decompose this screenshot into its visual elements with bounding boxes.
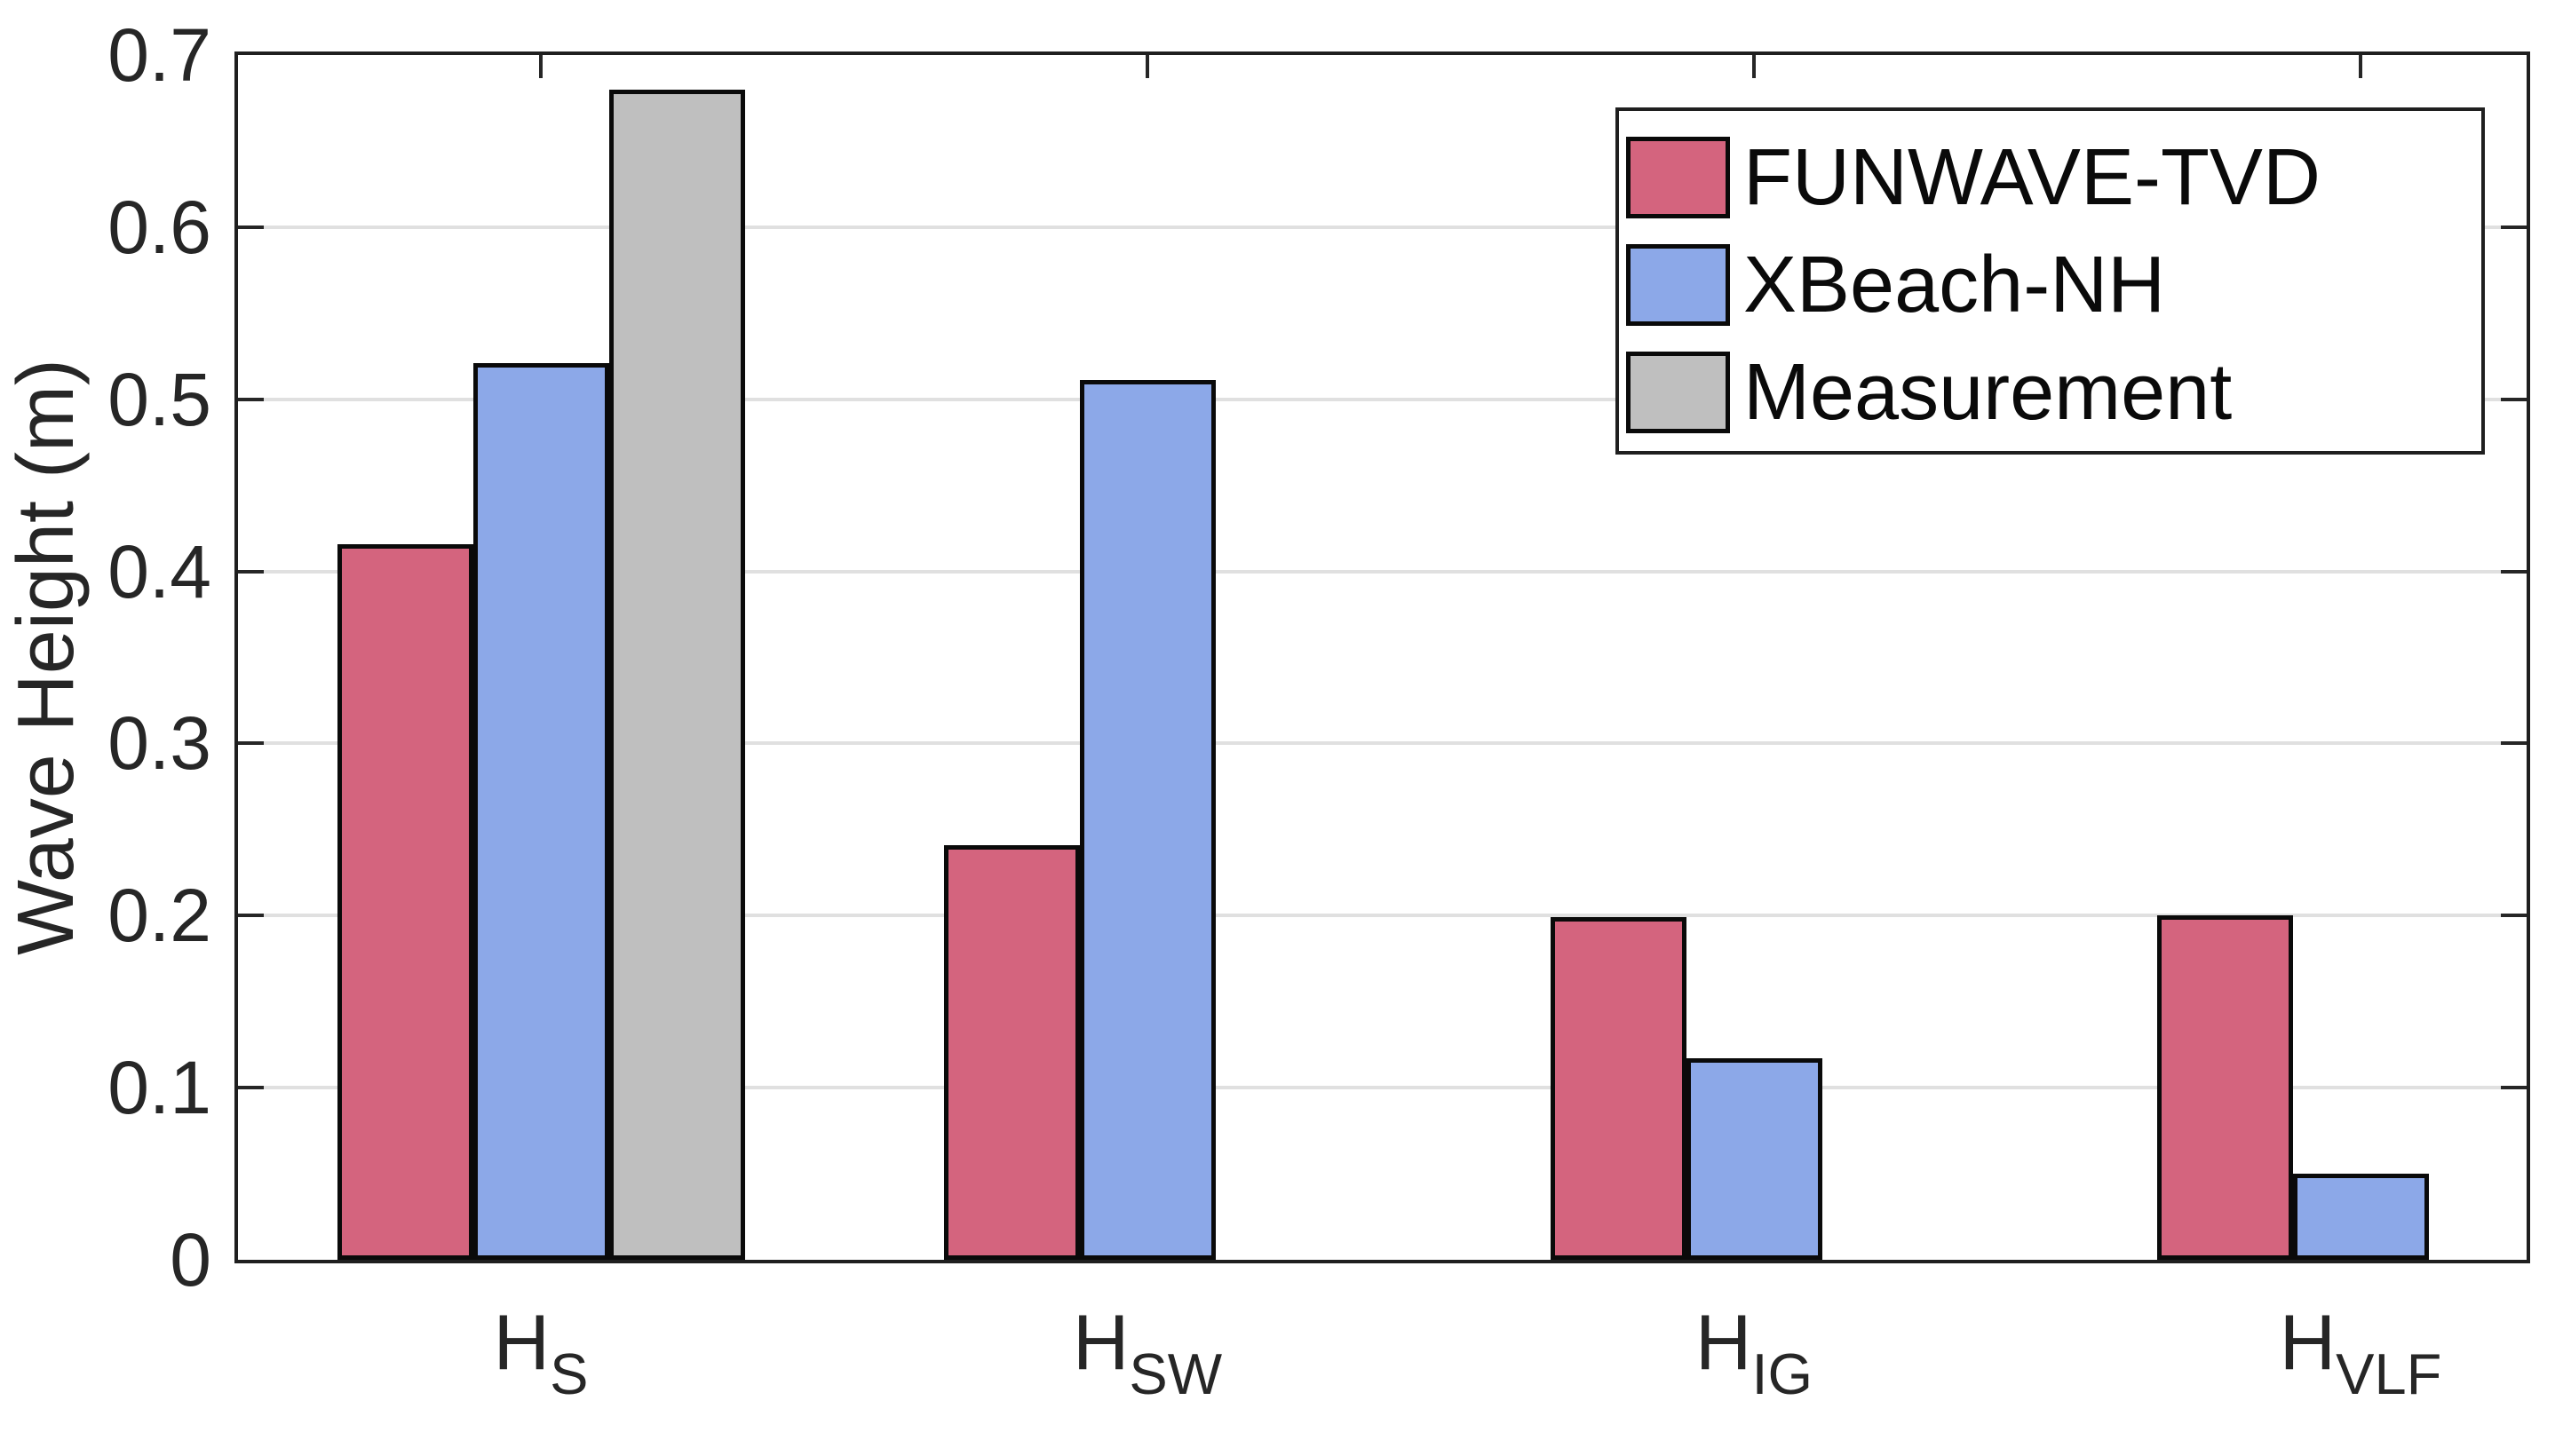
y-tick-mark-left (238, 914, 264, 917)
y-tick-mark-right (2501, 226, 2527, 229)
x-label-base: H (1694, 1298, 1752, 1386)
bar-funwave-tvd-hvlf (2156, 915, 2293, 1260)
bar-funwave-tvd-hsw (943, 845, 1080, 1260)
y-tick-label-0.7: 0.7 (107, 13, 211, 97)
y-tick-mark-left (238, 570, 264, 574)
x-label-subscript: S (550, 1341, 589, 1406)
bar-xbeach-nh-hig (1686, 1058, 1822, 1260)
x-label-subscript: IG (1751, 1341, 1813, 1406)
bar-xbeach-nh-hvlf (2292, 1174, 2429, 1260)
x-label-base: H (1072, 1298, 1130, 1386)
x-tick-label-hig: HIG (1567, 1298, 1940, 1419)
x-tick-label-hs: HS (354, 1298, 727, 1419)
x-tick-label-hvlf: HVLF (2174, 1298, 2547, 1419)
y-tick-mark-right (2501, 1086, 2527, 1089)
y-tick-mark-right (2501, 741, 2527, 745)
y-tick-mark-left (238, 741, 264, 745)
legend-label-funwave-tvd: FUNWAVE-TVD (1743, 133, 2321, 222)
gridline-y-0.5 (238, 398, 2527, 401)
legend-row: FUNWAVE-TVD (1619, 137, 2481, 218)
gridline-y-0.1 (238, 1086, 2527, 1089)
y-tick-label-0.1: 0.1 (107, 1046, 211, 1129)
legend-box: FUNWAVE-TVD XBeach-NH Measurement (1615, 107, 2485, 455)
legend-label-xbeach-nh: XBeach-NH (1743, 241, 2166, 329)
legend-row: Measurement (1619, 352, 2481, 433)
x-label-subscript: SW (1129, 1341, 1223, 1406)
x-tick-mark-top-2 (1752, 55, 1756, 78)
y-tick-label-0.6: 0.6 (107, 186, 211, 269)
x-tick-mark-top-3 (2359, 55, 2362, 78)
x-tick-mark-top-0 (539, 55, 543, 78)
x-label-base: H (2279, 1298, 2337, 1386)
x-tick-mark-top-1 (1146, 55, 1149, 78)
bar-xbeach-nh-hs (472, 363, 609, 1260)
y-tick-mark-left (238, 398, 264, 401)
gridline-y-0.3 (238, 741, 2527, 745)
y-tick-mark-right (2501, 914, 2527, 917)
legend-label-measurement: Measurement (1743, 348, 2233, 437)
gridline-y-0.4 (238, 570, 2527, 574)
y-tick-mark-right (2501, 398, 2527, 401)
bar-funwave-tvd-hig (1550, 917, 1686, 1260)
bar-measurement-hs (608, 90, 745, 1260)
x-tick-label-hsw: HSW (961, 1298, 1334, 1419)
y-tick-label-0.2: 0.2 (107, 874, 211, 957)
y-tick-mark-left (238, 226, 264, 229)
gridline-y-0.6 (238, 226, 2527, 229)
bar-xbeach-nh-hsw (1079, 380, 1216, 1260)
y-tick-label-0.5: 0.5 (107, 358, 211, 441)
y-tick-label-0.4: 0.4 (107, 530, 211, 613)
legend-row: XBeach-NH (1619, 244, 2481, 326)
x-label-subscript: VLF (2336, 1341, 2442, 1406)
legend-swatch-xbeach-nh (1626, 244, 1730, 326)
y-tick-mark-left (238, 1086, 264, 1089)
y-tick-label-0.3: 0.3 (107, 701, 211, 785)
gridline-y-0.2 (238, 914, 2527, 917)
y-axis-label: Wave Height (m) (2, 359, 91, 955)
bar-funwave-tvd-hs (337, 544, 473, 1260)
legend-swatch-funwave-tvd (1626, 137, 1730, 218)
y-tick-label-0: 0 (170, 1218, 211, 1302)
x-label-base: H (493, 1298, 551, 1386)
y-tick-mark-right (2501, 570, 2527, 574)
legend-swatch-measurement (1626, 352, 1730, 433)
